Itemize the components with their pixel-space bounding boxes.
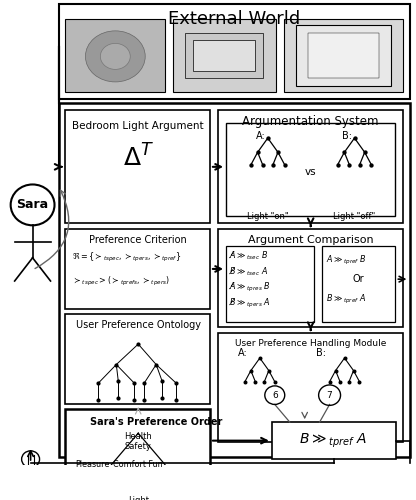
Text: External World: External World	[168, 10, 300, 28]
Text: Health: Health	[124, 432, 152, 442]
Text: Argument Comparison: Argument Comparison	[248, 234, 374, 244]
Bar	[193, 40, 255, 71]
Text: 6: 6	[272, 390, 277, 400]
Text: $\Delta^T$: $\Delta^T$	[123, 145, 154, 172]
Bar	[226, 123, 395, 216]
Bar	[173, 20, 276, 92]
Bar	[218, 229, 404, 328]
Text: Or: Or	[353, 274, 364, 284]
Bar	[65, 110, 210, 224]
Bar	[185, 33, 263, 78]
Text: User Preference Handling Module: User Preference Handling Module	[235, 338, 386, 347]
Bar	[322, 246, 395, 322]
Text: $A \not\gg_{tpres}\ B$: $A \not\gg_{tpres}\ B$	[229, 281, 271, 294]
Text: B:: B:	[342, 131, 352, 141]
Ellipse shape	[85, 31, 145, 82]
Text: $B \gg_{tpref}\ A$: $B \gg_{tpref}\ A$	[326, 293, 366, 306]
Text: Preference Criterion: Preference Criterion	[89, 234, 187, 244]
Text: Safety: Safety	[125, 442, 152, 452]
Bar	[65, 409, 210, 491]
Text: $A \gg_{tpref}\ B$: $A \gg_{tpref}\ B$	[326, 254, 366, 267]
Text: A:: A:	[256, 131, 265, 141]
Text: Argumentation System: Argumentation System	[243, 115, 379, 128]
Bar	[65, 314, 210, 404]
Text: $A \not\gg_{tsec}\ B$: $A \not\gg_{tsec}\ B$	[229, 250, 268, 262]
Text: vs: vs	[305, 168, 317, 177]
Text: Sara: Sara	[17, 198, 49, 211]
Bar	[296, 25, 391, 86]
Bar	[65, 229, 210, 309]
Text: Sara's Preference Order: Sara's Preference Order	[90, 416, 223, 426]
Bar	[59, 4, 410, 99]
Text: Bedroom Light Argument: Bedroom Light Argument	[72, 122, 204, 132]
Text: Pleasure: Pleasure	[75, 460, 109, 469]
Text: 7: 7	[327, 390, 332, 400]
Text: Light: Light	[128, 496, 149, 500]
Bar	[226, 246, 314, 322]
Bar	[218, 110, 404, 224]
Bar	[308, 33, 379, 78]
Text: B:: B:	[316, 348, 326, 358]
Bar	[65, 20, 165, 92]
Text: $B \gg_{tpref}\ A$: $B \gg_{tpref}\ A$	[300, 432, 368, 450]
Text: $B \not\gg_{tsec}\ A$: $B \not\gg_{tsec}\ A$	[229, 266, 268, 278]
Text: $B \not\gg_{tpers}\ A$: $B \not\gg_{tpers}\ A$	[229, 296, 271, 310]
Text: Light "off": Light "off"	[333, 212, 376, 222]
Bar	[272, 422, 396, 459]
Text: $\succ_{tspec} > (\succ_{tprefs}, \succ_{tpers})$: $\succ_{tspec} > (\succ_{tprefs}, \succ_…	[72, 276, 171, 288]
Text: $\Re = \{\succ_{tspec}, \succ_{tpers}, \succ_{tpref}\}$: $\Re = \{\succ_{tspec}, \succ_{tpers}, \…	[72, 251, 182, 264]
Text: Light "on": Light "on"	[247, 212, 289, 222]
Bar	[218, 333, 404, 442]
Text: User Preference Ontology: User Preference Ontology	[76, 320, 201, 330]
Bar	[59, 103, 410, 458]
Bar	[284, 20, 404, 92]
Text: Comfort Fun: Comfort Fun	[114, 460, 163, 469]
Ellipse shape	[100, 44, 130, 70]
Text: A:: A:	[238, 348, 248, 358]
